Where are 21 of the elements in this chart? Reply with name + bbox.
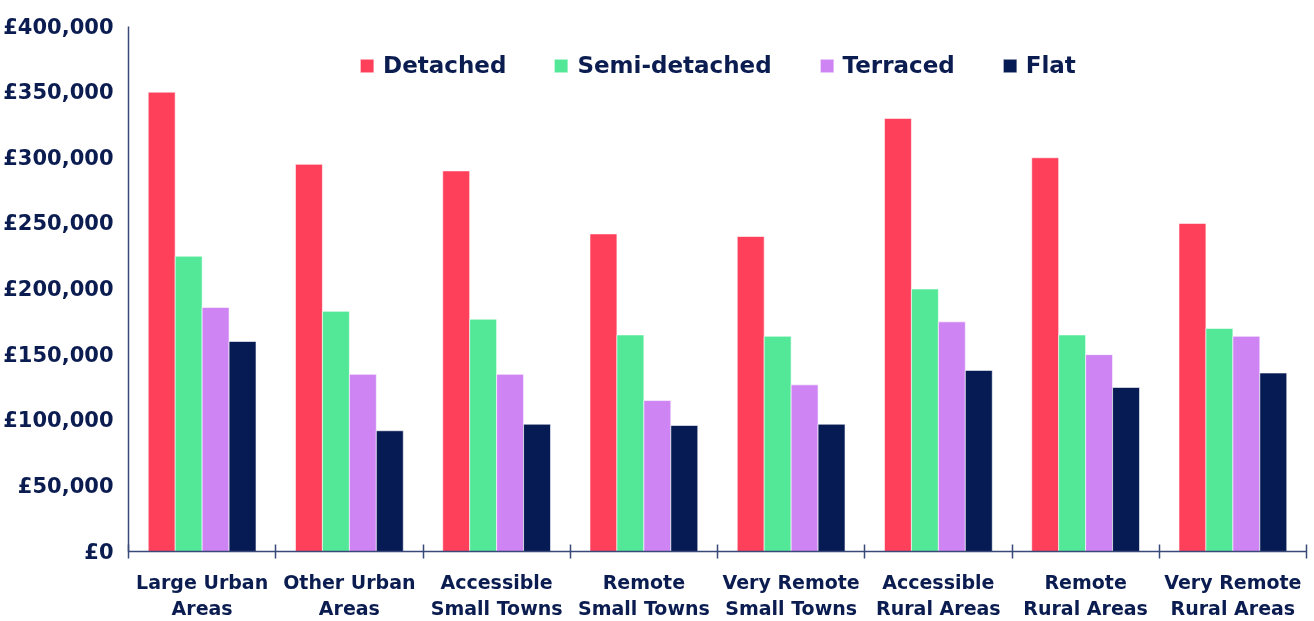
y-tick-label: £350,000	[3, 80, 114, 105]
x-tick-label: Very Remote Small Towns	[722, 570, 860, 619]
x-tick-label: Remote Rural Areas	[1023, 570, 1148, 619]
y-tick-label: £200,000	[3, 277, 114, 301]
legend-label: Detached	[383, 52, 507, 78]
legend-label: Terraced	[842, 52, 955, 78]
x-tick-label: Other Urban Areas	[283, 570, 416, 619]
x-tick-label: Accessible Small Towns	[430, 570, 563, 619]
x-tick-label: Remote Small Towns	[577, 570, 710, 619]
y-tick-label: £100,000	[3, 408, 114, 433]
y-tick-label: £250,000	[3, 211, 114, 236]
legend-label: Flat	[1025, 52, 1076, 78]
y-tick-label: £0	[84, 539, 114, 564]
y-tick-label: £400,000	[3, 14, 114, 39]
y-tick-label: £300,000	[3, 145, 114, 170]
x-tick-label: Large Urban Areas	[136, 570, 269, 619]
y-tick-label: £150,000	[3, 342, 114, 367]
legend-label: Semi-detached	[577, 52, 772, 78]
y-tick-label: £50,000	[17, 473, 114, 498]
x-tick-label: Very Remote Rural Areas	[1164, 570, 1302, 619]
x-tick-label: Accessible Rural Areas	[876, 570, 1001, 619]
